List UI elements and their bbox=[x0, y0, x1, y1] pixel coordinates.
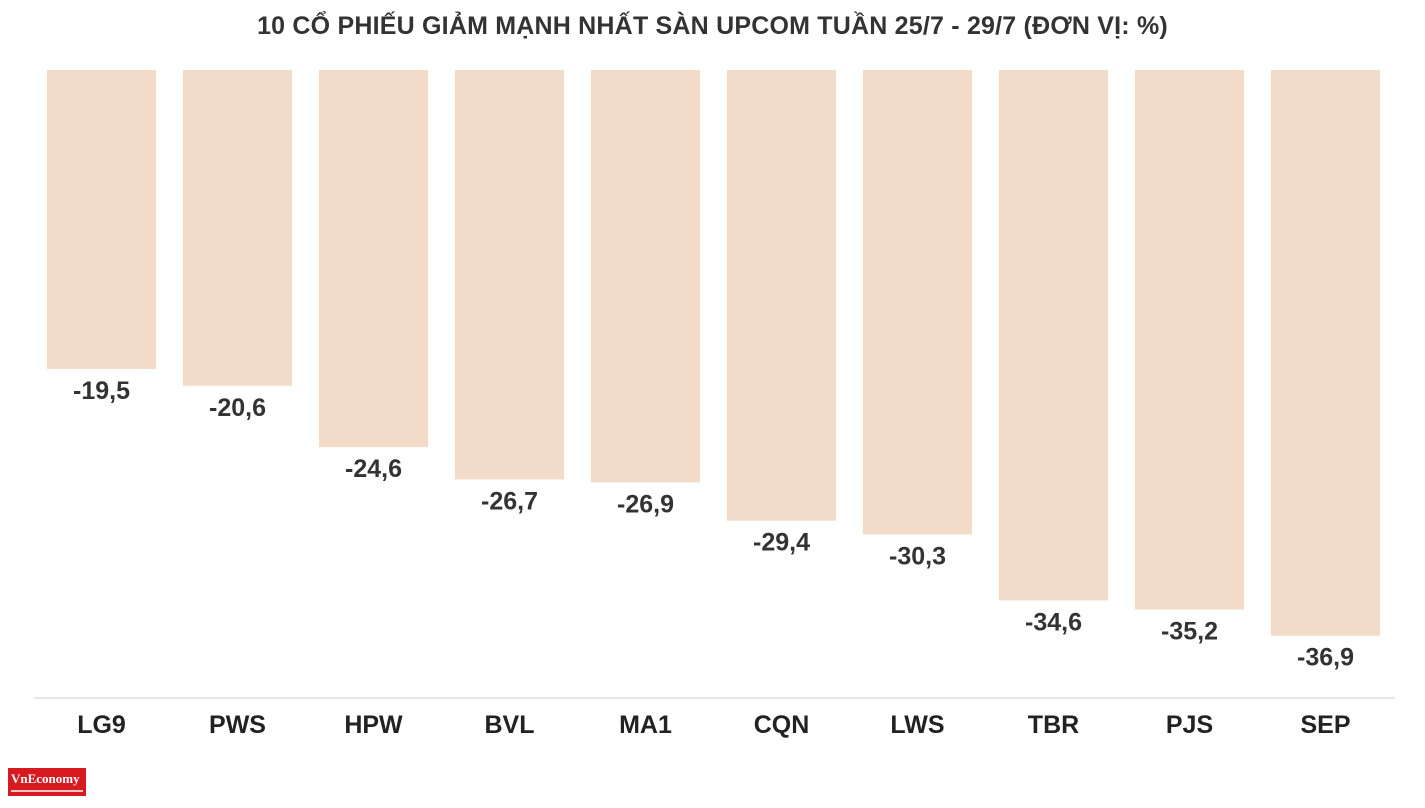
bar-lws bbox=[863, 70, 972, 535]
logo-tagline-strip bbox=[11, 790, 83, 792]
logo-wordmark: VnEconomy bbox=[11, 771, 80, 786]
data-label-cqn: -29,4 bbox=[753, 529, 810, 557]
bar-bvl bbox=[455, 70, 564, 480]
data-label-pws: -20,6 bbox=[209, 394, 266, 422]
bar-hpw bbox=[319, 70, 428, 448]
bar-cqn bbox=[727, 70, 836, 521]
data-label-pjs: -35,2 bbox=[1161, 618, 1218, 646]
bar-pws bbox=[183, 70, 292, 386]
category-label-hpw: HPW bbox=[344, 711, 403, 739]
bar-ma1 bbox=[591, 70, 700, 483]
bar-pjs bbox=[1135, 70, 1244, 610]
data-label-ma1: -26,9 bbox=[617, 490, 674, 518]
category-label-ma1: MA1 bbox=[619, 711, 672, 739]
category-label-pjs: PJS bbox=[1166, 711, 1213, 739]
data-label-hpw: -24,6 bbox=[345, 455, 402, 483]
data-label-tbr: -34,6 bbox=[1025, 608, 1082, 636]
bar-lg9 bbox=[47, 70, 156, 369]
category-label-cqn: CQN bbox=[754, 711, 810, 739]
data-label-lg9: -19,5 bbox=[73, 377, 130, 405]
bar-tbr bbox=[999, 70, 1108, 601]
data-label-lws: -30,3 bbox=[889, 542, 946, 570]
bar-sep bbox=[1271, 70, 1380, 636]
chart-title: 10 CỔ PHIẾU GIẢM MẠNH NHẤT SÀN UPCOM TUẦ… bbox=[257, 12, 1168, 40]
category-label-lg9: LG9 bbox=[77, 711, 126, 739]
category-label-sep: SEP bbox=[1300, 711, 1350, 739]
vneconomy-logo: VnEconomy bbox=[8, 768, 86, 796]
category-label-lws: LWS bbox=[890, 711, 944, 739]
category-label-bvl: BVL bbox=[485, 711, 535, 739]
category-label-pws: PWS bbox=[209, 711, 266, 739]
data-label-sep: -36,9 bbox=[1297, 644, 1354, 672]
data-label-bvl: -26,7 bbox=[481, 487, 538, 515]
category-label-tbr: TBR bbox=[1028, 711, 1079, 739]
